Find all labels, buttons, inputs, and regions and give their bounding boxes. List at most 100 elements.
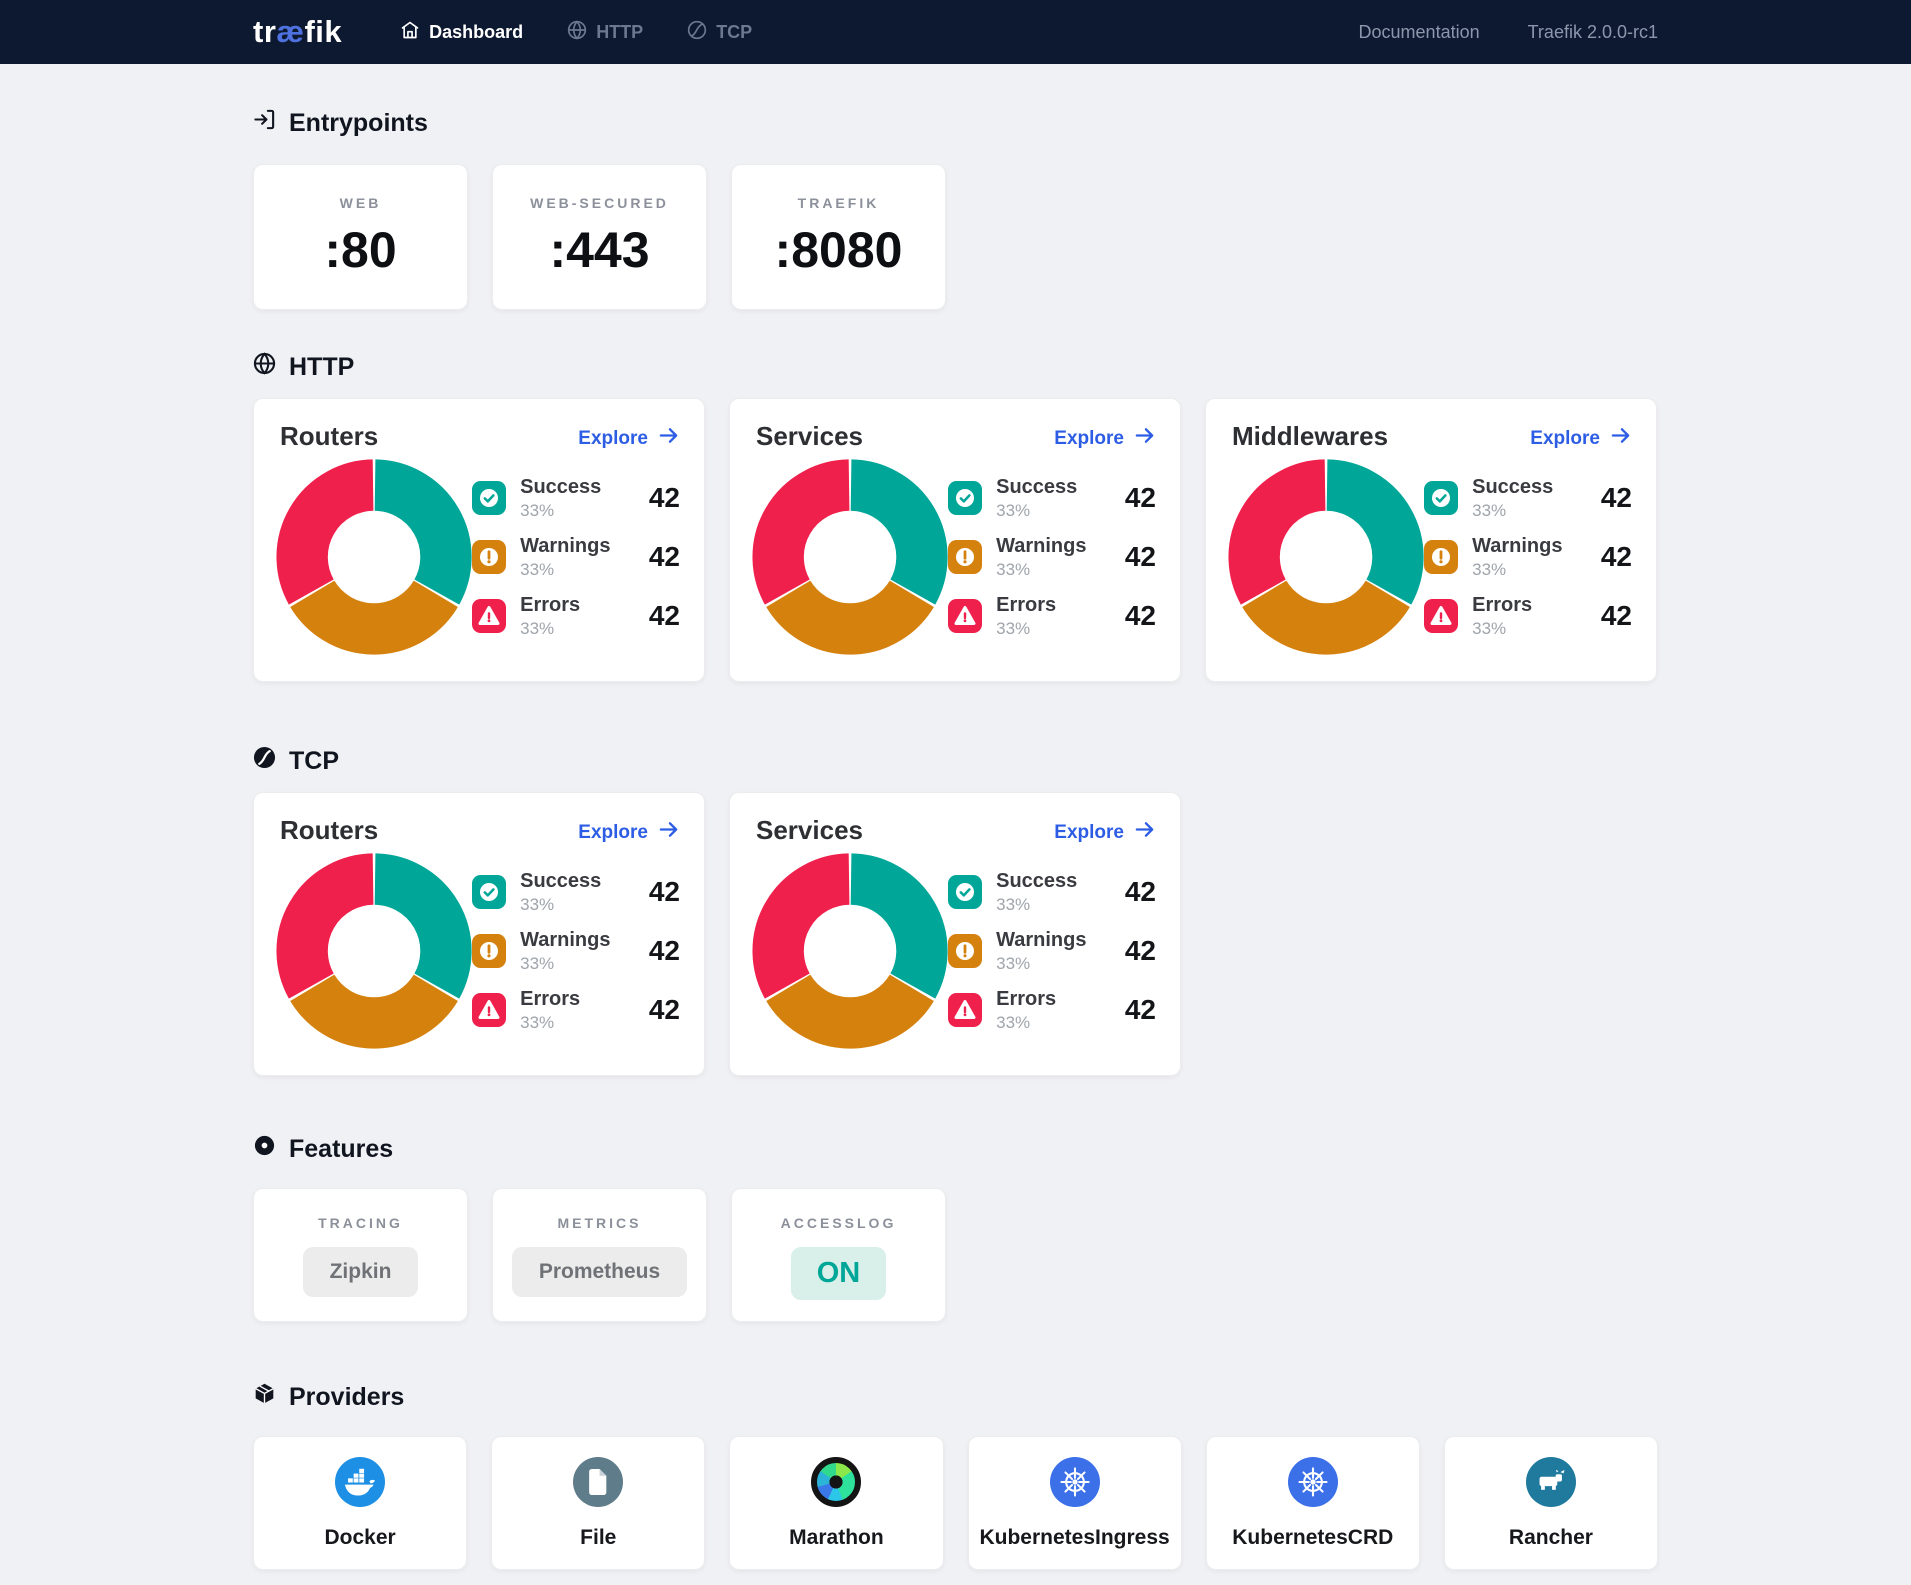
main-nav: Dashboard HTTP TCP: [400, 19, 752, 45]
version-label: Traefik 2.0.0-rc1: [1527, 21, 1658, 42]
legend-value: 42: [648, 876, 680, 907]
explore-link[interactable]: Explore: [1054, 818, 1156, 847]
dashboard-content: Entrypoints WEB :80 WEB-SECURED :443 TRA…: [253, 64, 1659, 1570]
provider-name: File: [580, 1526, 617, 1549]
legend-label: Success: [1472, 475, 1554, 498]
legend-label: Success: [996, 869, 1078, 892]
entrypoint-port: :80: [324, 222, 397, 278]
error-triangle-icon: [472, 599, 507, 633]
legend-label: Errors: [520, 987, 581, 1010]
legend-label: Errors: [520, 593, 581, 616]
feature-label: TRACING: [318, 1215, 403, 1231]
entrypoint-card-web-secured: WEB-SECURED :443: [492, 164, 707, 310]
legend-warnings: Warnings 33% 42: [472, 929, 680, 974]
legend-warnings: Warnings 33% 42: [948, 535, 1156, 580]
documentation-link[interactable]: Documentation: [1358, 21, 1480, 42]
nav-item-tcp[interactable]: TCP: [687, 20, 752, 45]
section-title-text: HTTP: [289, 352, 355, 381]
entrypoints-row: WEB :80 WEB-SECURED :443 TRAEFIK :8080: [253, 164, 1658, 310]
card-title: Services: [756, 421, 863, 451]
legend-value: 42: [648, 935, 680, 966]
legend-value: 42: [1124, 935, 1156, 966]
legend-warnings: Warnings 33% 42: [948, 929, 1156, 974]
chart-legend: Success 33% 42 Warnings 33% 42 Errors 33% 4…: [472, 476, 680, 639]
legend-value: 42: [1600, 600, 1632, 631]
section-title-text: Entrypoints: [289, 108, 428, 137]
card-title: Services: [756, 815, 863, 845]
explore-link[interactable]: Explore: [578, 818, 680, 847]
legend-label: Warnings: [520, 534, 611, 557]
error-triangle-icon: [472, 993, 507, 1027]
legend-value: 42: [1124, 876, 1156, 907]
explore-link[interactable]: Explore: [578, 424, 680, 453]
nav-item-dashboard[interactable]: Dashboard: [400, 20, 523, 45]
tcp-icon: [687, 20, 707, 45]
nav-label: HTTP: [596, 21, 644, 42]
legend-value: 42: [648, 541, 680, 572]
feature-value-pill: Zipkin: [302, 1247, 419, 1297]
legend-errors: Errors 33% 42: [472, 988, 680, 1033]
legend-value: 42: [1124, 541, 1156, 572]
legend-label: Warnings: [520, 928, 611, 951]
legend-warnings: Warnings 33% 42: [472, 535, 680, 580]
section-title-text: Providers: [289, 1382, 405, 1411]
legend-percent: 33%: [520, 500, 555, 520]
package-icon: [253, 1382, 276, 1412]
provider-card-rancher: Rancher: [1443, 1436, 1659, 1570]
explore-link[interactable]: Explore: [1530, 424, 1632, 453]
check-circle-icon: [1424, 481, 1459, 515]
tcp-routers-card: Routers Explore Success 33% 42 Warnings 33…: [253, 792, 705, 1076]
legend-percent: 33%: [1472, 559, 1507, 579]
donut-chart: [752, 457, 948, 657]
card-title: Routers: [280, 815, 379, 845]
warning-circle-icon: [472, 540, 507, 574]
provider-card-docker: Docker: [253, 1436, 468, 1570]
explore-label: Explore: [1530, 427, 1600, 449]
legend-value: 42: [1124, 994, 1156, 1025]
legend-percent: 33%: [520, 618, 555, 638]
legend-success: Success 33% 42: [472, 476, 680, 521]
providers-row: Docker File Marathon KubernetesIngress K…: [253, 1436, 1659, 1570]
file-logo-icon: [573, 1457, 624, 1507]
entrypoint-label: WEB-SECURED: [530, 195, 669, 211]
card-title: Routers: [280, 421, 379, 451]
docker-logo-icon: [335, 1457, 386, 1507]
legend-percent: 33%: [996, 953, 1031, 973]
provider-name: Docker: [324, 1526, 396, 1549]
http-cards-row: Routers Explore Success 33% 42 Warnings 33…: [253, 398, 1658, 682]
arrow-right-icon: [1609, 424, 1632, 453]
providers-section-title: Providers: [253, 1382, 1658, 1412]
check-circle-icon: [948, 875, 983, 909]
legend-percent: 33%: [520, 559, 555, 579]
legend-label: Warnings: [996, 534, 1087, 557]
entrypoints-login-icon: [253, 108, 276, 138]
legend-percent: 33%: [996, 894, 1031, 914]
entrypoint-label: TRAEFIK: [797, 195, 880, 211]
check-circle-icon: [472, 481, 507, 515]
http-routers-card: Routers Explore Success 33% 42 Warnings 33…: [253, 398, 705, 682]
legend-percent: 33%: [996, 1012, 1031, 1032]
error-triangle-icon: [948, 599, 983, 633]
warning-circle-icon: [1424, 540, 1459, 574]
legend-value: 42: [648, 482, 680, 513]
legend-success: Success 33% 42: [948, 476, 1156, 521]
provider-name: KubernetesCRD: [1232, 1526, 1394, 1549]
legend-label: Success: [996, 475, 1078, 498]
http-services-card: Services Explore Success 33% 42 Warnings 3…: [729, 398, 1181, 682]
legend-percent: 33%: [996, 618, 1031, 638]
provider-name: Rancher: [1508, 1526, 1593, 1549]
explore-link[interactable]: Explore: [1054, 424, 1156, 453]
nav-item-http[interactable]: HTTP: [567, 19, 644, 45]
legend-label: Errors: [1472, 593, 1533, 616]
rancher-logo-icon: [1525, 1457, 1576, 1507]
kubernetesingress-logo-icon: [1049, 1457, 1100, 1507]
entrypoint-port: :8080: [774, 222, 903, 278]
legend-percent: 33%: [520, 953, 555, 973]
feature-value-pill-on: ON: [790, 1247, 887, 1300]
legend-errors: Errors 33% 42: [1424, 594, 1632, 639]
legend-success: Success 33% 42: [1424, 476, 1632, 521]
feature-card-metrics: METRICS Prometheus: [492, 1188, 707, 1322]
legend-percent: 33%: [520, 894, 555, 914]
donut-chart: [752, 851, 948, 1051]
nav-label: TCP: [716, 21, 753, 42]
